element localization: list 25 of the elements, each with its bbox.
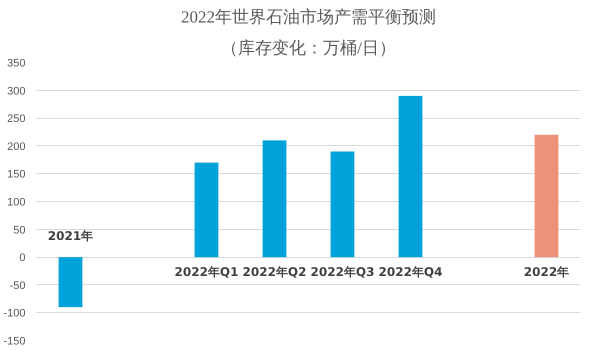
bar bbox=[194, 162, 218, 258]
y-tick-label: 150 bbox=[7, 168, 26, 181]
y-tick-label: 200 bbox=[7, 140, 26, 153]
y-tick-label: 350 bbox=[7, 58, 26, 70]
y-tick-label: -150 bbox=[3, 336, 26, 348]
chart-title: 2022年世界石油市场产需平衡预测 bbox=[181, 8, 436, 26]
bar bbox=[534, 134, 558, 258]
chart-subtitle: （库存变化：万桶/日） bbox=[221, 38, 396, 58]
x-tick-label: 2022年Q4 bbox=[378, 265, 442, 280]
bar bbox=[398, 96, 422, 258]
y-tick-label: 100 bbox=[7, 196, 26, 208]
y-tick-label: -50 bbox=[10, 280, 26, 292]
x-tick-label: 2021年 bbox=[48, 229, 94, 244]
bar bbox=[330, 151, 354, 258]
y-tick-label: -100 bbox=[3, 308, 26, 320]
bar bbox=[262, 140, 286, 258]
y-tick-label: 0 bbox=[19, 252, 26, 264]
x-tick-label: 2022年Q2 bbox=[242, 265, 306, 280]
x-tick-label: 2022年Q1 bbox=[174, 265, 238, 280]
y-tick-label: 250 bbox=[7, 113, 26, 126]
x-tick-label: 2022年 bbox=[524, 265, 570, 280]
y-tick-label: 300 bbox=[7, 85, 26, 98]
bar bbox=[58, 257, 82, 308]
x-tick-label: 2022年Q3 bbox=[310, 265, 374, 280]
y-tick-label: 50 bbox=[13, 224, 26, 236]
